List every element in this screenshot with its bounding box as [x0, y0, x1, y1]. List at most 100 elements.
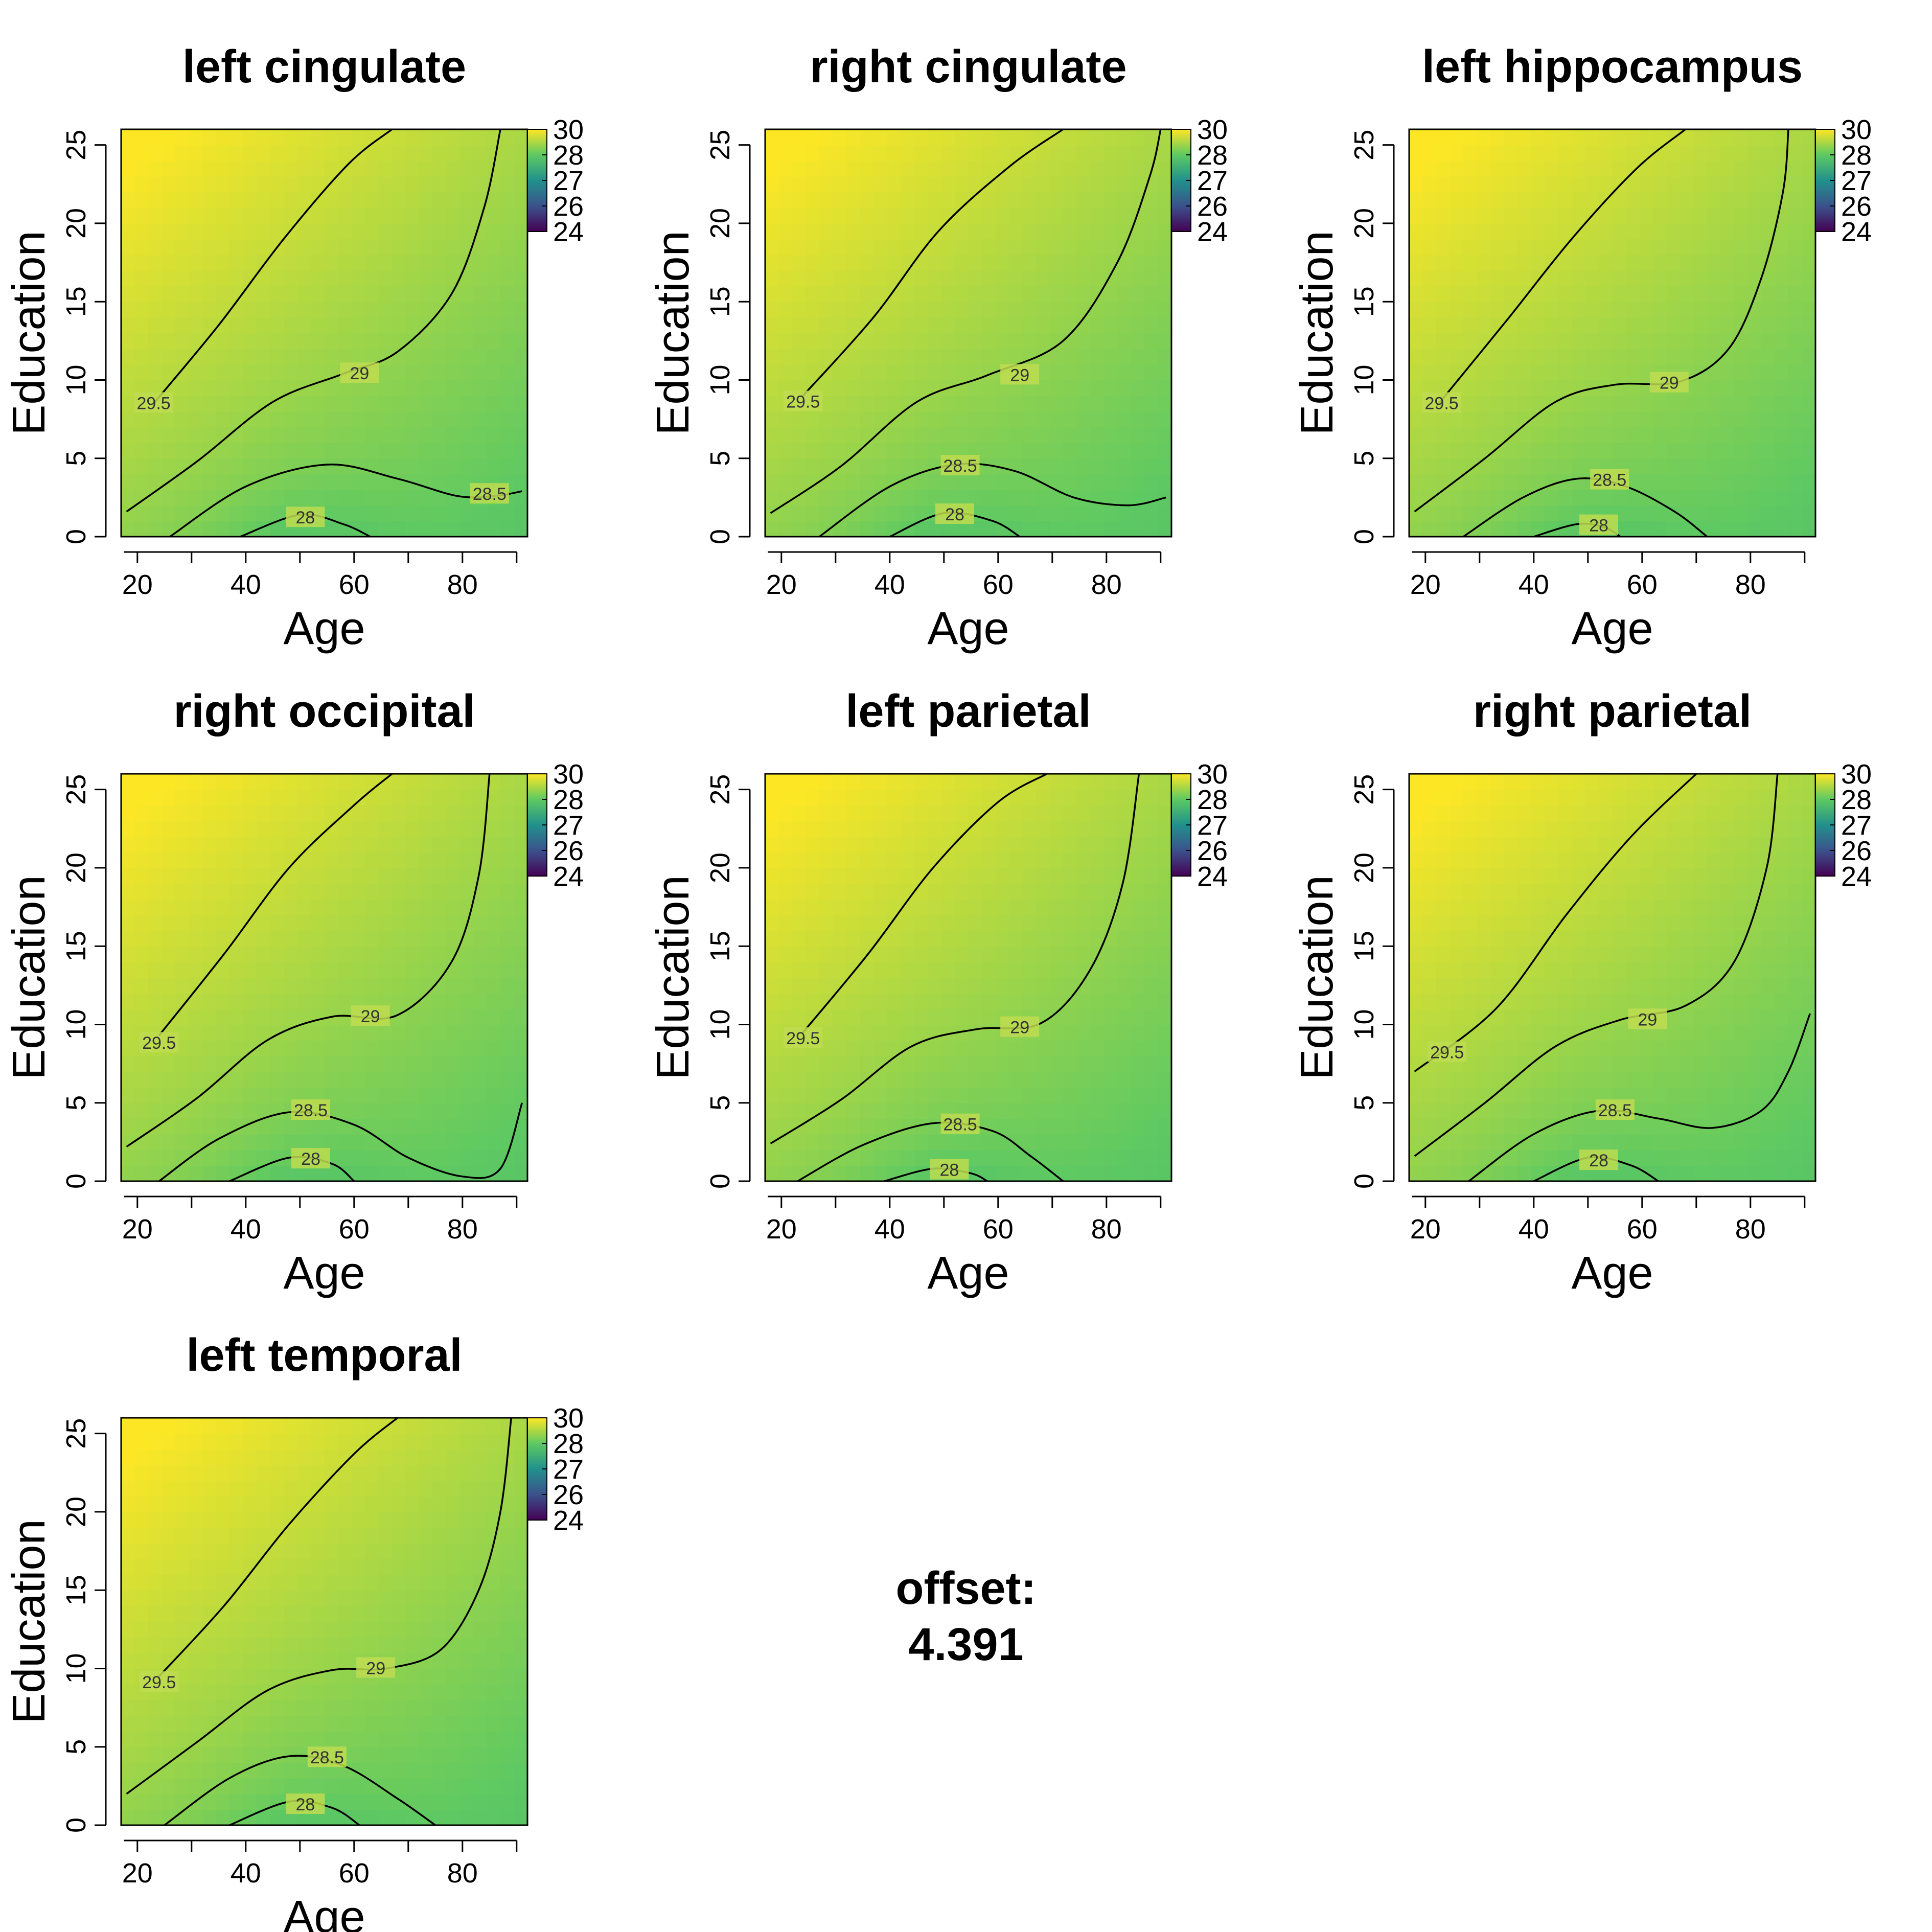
heat-cell: [243, 458, 257, 475]
heat-cell: [914, 1102, 928, 1119]
heat-cell: [982, 789, 996, 806]
heat-cell: [1747, 255, 1762, 271]
heat-cell: [1504, 443, 1518, 459]
heat-cell: [995, 490, 1009, 506]
heat-cell: [257, 774, 271, 790]
heat-cell: [968, 993, 982, 1009]
heat-cell: [1144, 255, 1159, 271]
heat-cell: [1666, 1134, 1681, 1151]
heat-cell: [1720, 1008, 1735, 1025]
heat-cell: [405, 505, 420, 522]
heat-cell: [1063, 129, 1077, 146]
heat-cell: [1504, 1102, 1518, 1119]
heat-cell: [378, 946, 393, 962]
heat-cell: [378, 1071, 393, 1088]
heat-cell: [1450, 302, 1464, 318]
heat-cell: [1022, 396, 1037, 412]
contour-label: 29: [1010, 1018, 1029, 1038]
heat-cell: [1463, 380, 1478, 396]
heat-cell: [257, 208, 271, 224]
heat-cell: [1463, 883, 1478, 900]
heat-cell: [487, 899, 501, 915]
heat-cell: [1036, 1087, 1050, 1103]
heat-cell: [1653, 521, 1667, 537]
heat-cell: [365, 1118, 379, 1135]
heat-cell: [189, 427, 203, 443]
heat-cell: [1103, 521, 1118, 537]
heat-cell: [446, 852, 461, 868]
heat-cell: [148, 1087, 163, 1103]
heat-cell: [202, 396, 217, 412]
heat-cell: [1666, 1040, 1681, 1056]
y-tick-label: 25: [705, 130, 735, 160]
heat-cell: [1626, 396, 1640, 412]
heat-cell: [1009, 1102, 1023, 1119]
heat-cell: [1734, 458, 1749, 475]
x-axis-label: Age: [927, 603, 1009, 654]
heat-cell: [432, 458, 447, 475]
heatmap-raster: [121, 774, 528, 1182]
heat-cell: [873, 774, 888, 790]
heat-cell: [1090, 521, 1105, 537]
heat-cell: [1090, 1134, 1105, 1151]
heat-cell: [216, 977, 230, 994]
colorbar-tick-label: 28: [1197, 140, 1228, 171]
heat-cell: [928, 1134, 942, 1151]
heat-cell: [1463, 1087, 1478, 1103]
heat-cell: [121, 774, 135, 790]
heat-cell: [1422, 867, 1437, 884]
heat-cell: [792, 961, 807, 978]
heat-cell: [1036, 223, 1050, 240]
heat-cell: [1463, 396, 1478, 412]
heat-cell: [365, 1040, 379, 1056]
heat-cell: [1612, 302, 1626, 318]
heat-cell: [1693, 930, 1708, 947]
heat-cell: [257, 364, 271, 381]
heat-cell: [1090, 380, 1105, 396]
heat-cell: [1517, 1008, 1532, 1025]
heat-cell: [257, 867, 271, 884]
heat-cell: [121, 255, 135, 271]
heat-cell: [175, 899, 190, 915]
heat-cell: [1558, 286, 1572, 302]
heat-cell: [995, 302, 1009, 318]
heat-cell: [311, 427, 325, 443]
contour-line-29: [770, 129, 1162, 514]
heat-cell: [860, 805, 874, 821]
heat-cell: [1802, 427, 1816, 443]
heat-cell: [500, 899, 515, 915]
heat-cell: [1653, 946, 1667, 962]
heat-cell: [1076, 239, 1091, 256]
heat-cell: [887, 255, 901, 271]
heat-cell: [928, 946, 942, 962]
heat-cell: [121, 899, 135, 915]
heat-cell: [1076, 160, 1091, 177]
heat-cell: [1734, 993, 1749, 1009]
heat-cell: [982, 836, 996, 853]
heat-cell: [297, 961, 311, 978]
heat-cell: [514, 349, 528, 365]
heat-cell: [1450, 805, 1464, 821]
heat-cell: [1049, 867, 1064, 884]
heat-cell: [1626, 349, 1640, 365]
heat-cell: [1531, 192, 1545, 209]
heat-cell: [1545, 160, 1559, 177]
y-tick-label: 20: [705, 208, 735, 239]
heat-cell: [1463, 349, 1478, 365]
heat-cell: [284, 396, 298, 412]
y-tick-label: 25: [1349, 130, 1379, 160]
heat-cell: [284, 883, 298, 900]
heat-cell: [1666, 239, 1681, 256]
heat-cell: [1158, 239, 1172, 256]
heat-cell: [955, 805, 969, 821]
heat-cell: [982, 145, 996, 162]
heat-cell: [1626, 867, 1640, 884]
heat-cell: [1049, 443, 1064, 459]
heat-cell: [914, 977, 928, 994]
heat-cell: [995, 1071, 1009, 1088]
heat-cell: [1531, 239, 1545, 256]
heat-cell: [1802, 883, 1816, 900]
heat-cell: [1720, 396, 1735, 412]
heat-cell: [446, 1055, 461, 1072]
